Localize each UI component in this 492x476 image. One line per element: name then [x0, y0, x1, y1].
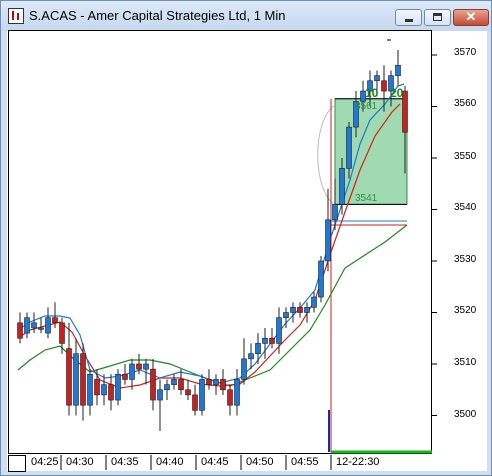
candle-body	[220, 379, 226, 391]
candle-body	[94, 379, 100, 396]
candle-body	[325, 219, 331, 262]
close-icon: ✕	[465, 9, 477, 24]
position-entry-label: 3561	[355, 101, 378, 112]
x-tick-label: 04:45	[201, 456, 229, 468]
minimize-icon	[405, 19, 413, 22]
candle-body	[87, 373, 93, 406]
x-tick-label: 04:35	[111, 456, 139, 468]
x-tick-label: 04:30	[66, 456, 94, 468]
candle-body	[206, 379, 212, 385]
candle-body	[171, 379, 177, 385]
maximize-icon	[433, 13, 442, 21]
y-tick-label: 3500	[454, 409, 477, 420]
y-tick-label: 3510	[454, 357, 477, 368]
candle-body	[360, 90, 366, 102]
close-button[interactable]: ✕	[453, 9, 489, 26]
candle-body	[115, 373, 121, 401]
candle-body	[353, 101, 359, 128]
candle-body	[241, 358, 247, 380]
candle-body	[24, 317, 30, 334]
candle-body	[269, 337, 275, 344]
candle-body	[185, 389, 191, 396]
candle-body	[101, 384, 107, 396]
candle-body	[374, 75, 380, 82]
y-tick-label: 3560	[454, 98, 477, 109]
chart-corner-box	[8, 455, 26, 472]
candle-body	[157, 389, 163, 401]
candle-body	[227, 389, 233, 406]
candle-body	[311, 296, 317, 308]
y-tick-label: 3550	[454, 151, 477, 162]
candle-body	[332, 204, 338, 221]
candle-body	[318, 260, 324, 298]
x-tick-label: 04:50	[246, 456, 274, 468]
candle-body	[38, 327, 44, 330]
position-stop-label: 3541	[355, 193, 378, 204]
candle-body	[283, 312, 289, 318]
candle-body	[262, 337, 268, 344]
candle-body	[80, 353, 86, 406]
candle-body	[73, 353, 79, 406]
position-box-arc	[317, 104, 336, 206]
candle-body	[297, 307, 303, 313]
green-label-20: 20	[390, 86, 404, 100]
title-bar[interactable]: S.ACAS - Amer Capital Strategies Ltd, 1 …	[1, 1, 491, 31]
candle-body	[290, 307, 296, 313]
candle-body	[59, 322, 65, 344]
candle-body	[17, 322, 23, 339]
candle-body	[339, 168, 345, 205]
ema-fast-line	[17, 83, 405, 384]
candle-body	[255, 343, 261, 354]
candle-body	[66, 348, 72, 406]
candle-body	[367, 80, 373, 92]
green-label-10: 10	[365, 86, 379, 100]
candle-body	[276, 317, 282, 344]
y-tick-label: 3540	[454, 202, 477, 213]
candle-body	[213, 379, 219, 385]
position-box	[334, 98, 408, 205]
x-tick-label: 04:25	[31, 456, 59, 468]
candle-body	[164, 384, 170, 391]
candle-body	[192, 394, 198, 411]
candle-body	[31, 322, 37, 329]
plot-area[interactable]	[8, 30, 432, 454]
minimize-button[interactable]	[395, 9, 422, 26]
ema-mid-line	[17, 103, 401, 389]
y-tick-label: 3570	[454, 47, 477, 58]
candle-body	[234, 379, 240, 406]
window-title: S.ACAS - Amer Capital Strategies Ltd, 1 …	[29, 8, 286, 23]
candle-body	[143, 363, 149, 370]
candle-body	[304, 307, 310, 313]
candle-body	[45, 317, 51, 334]
chart-app-icon	[8, 8, 24, 24]
x-tick-label: 04:40	[156, 456, 184, 468]
y-tick-label: 3520	[454, 305, 477, 316]
candle-body	[199, 379, 205, 411]
candle-body	[52, 317, 58, 324]
candle-body	[402, 90, 408, 133]
x-tick-label: 04:55	[291, 456, 319, 468]
candle-body	[108, 384, 114, 401]
candle-body	[129, 363, 135, 380]
candle-body	[150, 368, 156, 401]
candle-body	[122, 373, 128, 380]
candle-body	[178, 379, 184, 391]
candle-body	[395, 65, 401, 76]
candle-body	[388, 75, 394, 92]
candle-body	[136, 363, 142, 370]
candle-body	[381, 80, 387, 92]
x-tick-label: 12-22:30	[336, 456, 380, 468]
candle-body	[346, 126, 352, 169]
y-tick-label: 3530	[454, 254, 477, 265]
maximize-button[interactable]	[424, 9, 451, 26]
candle-body	[248, 353, 254, 360]
